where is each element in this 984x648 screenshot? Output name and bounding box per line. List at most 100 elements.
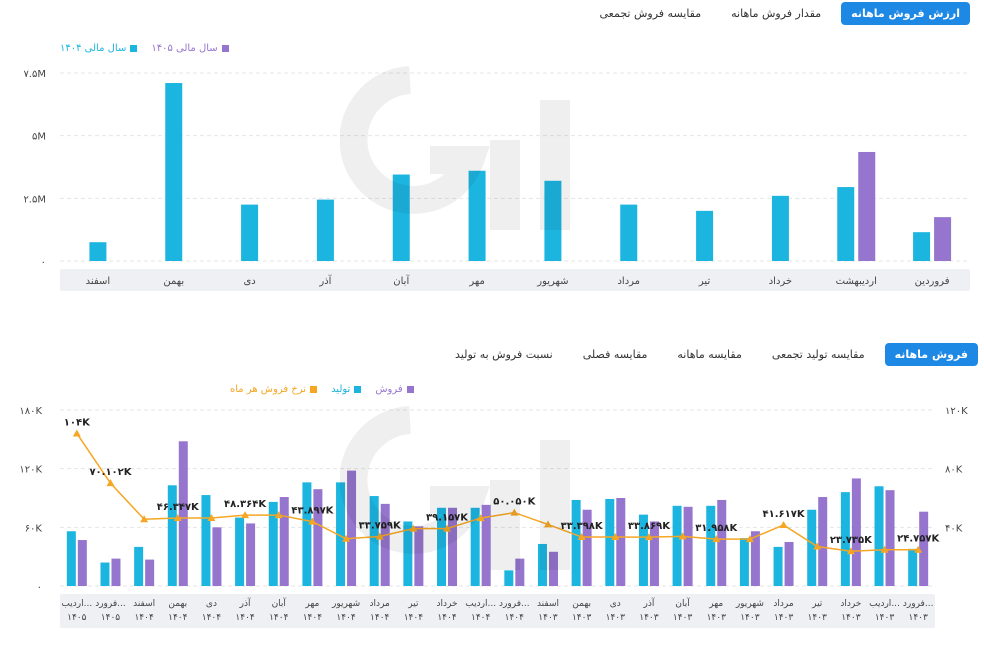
- bar-1404: [620, 204, 638, 261]
- legend-item-rate[interactable]: نرخ فروش هر ماه: [230, 384, 318, 395]
- legend-item-production[interactable]: تولید: [331, 384, 362, 395]
- x-tick-label-year: ۱۴۰۳: [841, 613, 861, 623]
- bar-1405: [934, 217, 952, 261]
- legend-item-1404[interactable]: سال مالی ۱۴۰۴: [60, 43, 138, 54]
- x-tick-label-month: اردیب...: [869, 599, 900, 609]
- bar-sales: [851, 478, 861, 586]
- tab-monthly-comparison[interactable]: مقایسه ماهانه: [677, 348, 742, 361]
- rate-data-label: ۲۴.۷۵۷K: [897, 534, 940, 545]
- x-tick-label: بهمن: [163, 276, 184, 287]
- x-tick-label: آذر: [318, 274, 332, 287]
- x-tick-label-month: فرورد...: [95, 599, 126, 609]
- x-tick-label-year: ۱۴۰۴: [235, 613, 255, 623]
- x-tick-label-year: ۱۴۰۵: [67, 613, 87, 623]
- bar-1404: [316, 199, 334, 261]
- tab-sales-to-production-ratio[interactable]: نسبت فروش به تولید: [455, 348, 553, 361]
- bar-production: [537, 543, 547, 586]
- x-tick-label-year: ۱۴۰۳: [774, 613, 794, 623]
- bar-production: [235, 517, 245, 586]
- bar-production: [739, 538, 749, 586]
- tab-monthly-sales-quantity[interactable]: مقدار فروش ماهانه: [731, 7, 822, 20]
- rate-point: [813, 542, 822, 550]
- bar-production: [403, 521, 413, 586]
- rate-point: [476, 514, 485, 522]
- monthly-sales-value-chart: ۰ ۲.۵M ۵M ۷.۵M فروردین اردیبهشت خرداد تیر مرداد ش…: [23, 69, 970, 291]
- x-tick-label-month: آذر: [239, 597, 251, 609]
- x-axis-band: [60, 269, 970, 291]
- y-right-tick-label: ۴۰K: [945, 523, 963, 534]
- bar-production: [100, 562, 110, 586]
- rate-data-label: ۴۱.۶۱۷K: [763, 509, 806, 520]
- x-tick-label-month: اردیب...: [61, 599, 92, 609]
- x-tick-label-year: ۱۴۰۴: [134, 613, 154, 623]
- rate-point: [880, 545, 889, 553]
- x-tick-label-year: ۱۴۰۴: [168, 613, 188, 623]
- x-tick-label-year: ۱۴۰۵: [101, 613, 121, 623]
- rate-line: [76, 433, 919, 552]
- rate-data-label: ۱۰۴K: [64, 417, 91, 428]
- x-tick-label-month: شهریور: [735, 599, 764, 609]
- tab-seasonal-comparison[interactable]: مقایسه فصلی: [582, 348, 648, 361]
- bar-production: [908, 548, 918, 586]
- rate-data-label: ۴۳.۸۹۷K: [291, 506, 334, 517]
- bar-production: [201, 495, 211, 586]
- rate-point: [644, 533, 653, 541]
- bar-production: [134, 546, 144, 586]
- bar-production: [167, 485, 177, 586]
- bar-production: [66, 531, 76, 586]
- bar-1404: [544, 180, 562, 261]
- x-tick-label-month: مرداد: [773, 599, 793, 609]
- bar-1404: [468, 170, 486, 261]
- bar-sales: [919, 511, 929, 586]
- bar-sales: [448, 507, 458, 586]
- bar-production: [840, 492, 850, 586]
- x-tick-label-month: اسفند: [133, 599, 155, 609]
- bar-production: [706, 505, 716, 586]
- tab-cumulative-sales[interactable]: مقایسه فروش تجمعی: [599, 7, 702, 20]
- bar-sales: [649, 521, 659, 586]
- bar-production: [369, 496, 379, 586]
- x-tick-label-year: ۱۴۰۴: [202, 613, 222, 623]
- x-tick-label-year: ۱۴۰۴: [370, 613, 390, 623]
- x-tick-label-month: اردیب...: [465, 599, 496, 609]
- rate-point: [745, 535, 754, 543]
- top-chart-legend: سال مالی ۱۴۰۵ سال مالی ۱۴۰۴: [60, 43, 229, 54]
- x-tick-label: خرداد: [769, 276, 792, 287]
- legend-item-1405[interactable]: سال مالی ۱۴۰۵: [151, 43, 229, 54]
- x-tick-label-month: دی: [206, 599, 217, 609]
- rate-point: [443, 524, 452, 532]
- bar-production: [605, 498, 615, 586]
- x-tick-label-year: ۱۴۰۳: [606, 613, 626, 623]
- x-tick-label-month: بهمن: [168, 599, 187, 609]
- bottom-tab-bar: فروش ماهانه مقایسه تولید تجمعی مقایسه ما…: [445, 343, 978, 366]
- tab-monthly-sales-value[interactable]: ارزش فروش ماهانه: [841, 2, 970, 25]
- bar-sales: [683, 506, 693, 586]
- x-tick-label-year: ۱۴۰۳: [572, 613, 592, 623]
- tab-cumulative-production[interactable]: مقایسه تولید تجمعی: [771, 348, 865, 361]
- y-left-tick-label: ۱۲۰K: [19, 465, 42, 476]
- bar-sales: [515, 558, 525, 586]
- x-tick-label-month: آبان: [272, 597, 287, 609]
- x-tick-label-month: خرداد: [436, 599, 457, 609]
- bar-1404: [241, 204, 259, 261]
- legend-item-sales[interactable]: فروش: [375, 384, 414, 395]
- x-tick-label-month: تیر: [407, 599, 419, 609]
- bar-production: [437, 507, 447, 586]
- legend-swatch-icon: [310, 386, 318, 393]
- bar-1404: [837, 187, 855, 261]
- tab-monthly-sales[interactable]: فروش ماهانه: [884, 343, 978, 366]
- x-tick-label-month: مهر: [708, 599, 723, 609]
- x-tick-label: شهریور: [536, 276, 568, 287]
- x-tick-label-year: ۱۴۰۳: [538, 613, 558, 623]
- bar-sales: [347, 470, 357, 586]
- rate-point: [678, 532, 687, 540]
- x-tick-label-month: مرداد: [370, 599, 390, 609]
- x-tick-label-year: ۱۴۰۴: [269, 613, 289, 623]
- bar-sales: [582, 509, 592, 586]
- bar-sales: [313, 489, 323, 586]
- x-tick-label: فروردین: [915, 276, 950, 287]
- x-tick-label-month: مهر: [304, 599, 319, 609]
- bar-sales: [818, 497, 828, 586]
- x-tick-label-year: ۱۴۰۴: [336, 613, 356, 623]
- rate-point: [72, 429, 81, 437]
